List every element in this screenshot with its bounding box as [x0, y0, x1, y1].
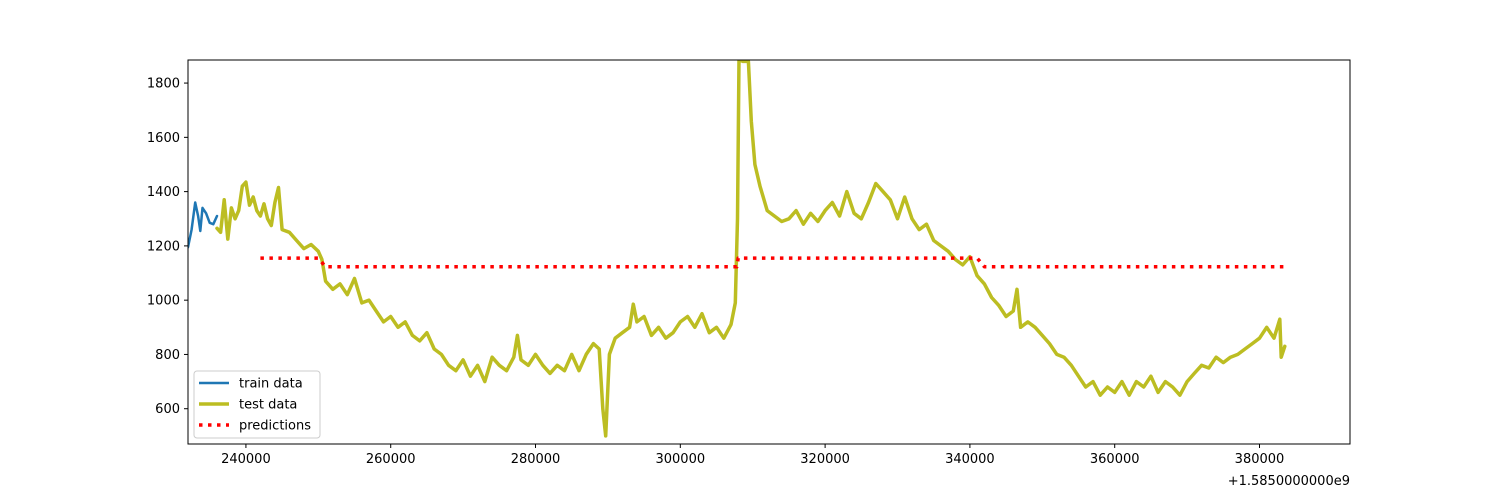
plot-frame	[187, 59, 1351, 445]
legend-box	[193, 370, 321, 439]
series-line-test-data	[215, 60, 1287, 438]
y-axis: 600 800 1000 1200 1400 1600 1800	[147, 77, 188, 417]
y-tick-label: 800	[155, 348, 180, 363]
legend: train data test data predictions	[193, 370, 321, 439]
series-line-predictions	[260, 256, 1285, 269]
x-tick-label: 260000	[366, 452, 416, 467]
x-tick-label: 320000	[800, 452, 850, 467]
x-tick-label: 380000	[1235, 452, 1285, 467]
y-tick-label: 1000	[147, 294, 180, 309]
x-tick-label: 280000	[511, 452, 561, 467]
y-tick-label: 1200	[147, 239, 180, 254]
series-layer	[188, 60, 1287, 438]
legend-label: predictions	[239, 419, 311, 434]
series-line-train-data	[188, 201, 219, 249]
y-tick-label: 1800	[147, 77, 180, 92]
y-tick-label: 1600	[147, 131, 180, 146]
legend-label: test data	[239, 398, 297, 413]
y-tick-label: 1400	[147, 185, 180, 200]
x-tick-label: 300000	[655, 452, 705, 467]
x-tick-label: 240000	[221, 452, 271, 467]
x-tick-label: 340000	[945, 452, 995, 467]
legend-label: train data	[239, 377, 303, 392]
x-tick-label: 360000	[1090, 452, 1140, 467]
x-axis: 240000 260000 280000 300000 320000 340000 3600…	[221, 444, 1284, 467]
y-tick-label: 600	[155, 402, 180, 417]
x-axis-offset-label: +1.5850000000e9	[1228, 474, 1350, 489]
